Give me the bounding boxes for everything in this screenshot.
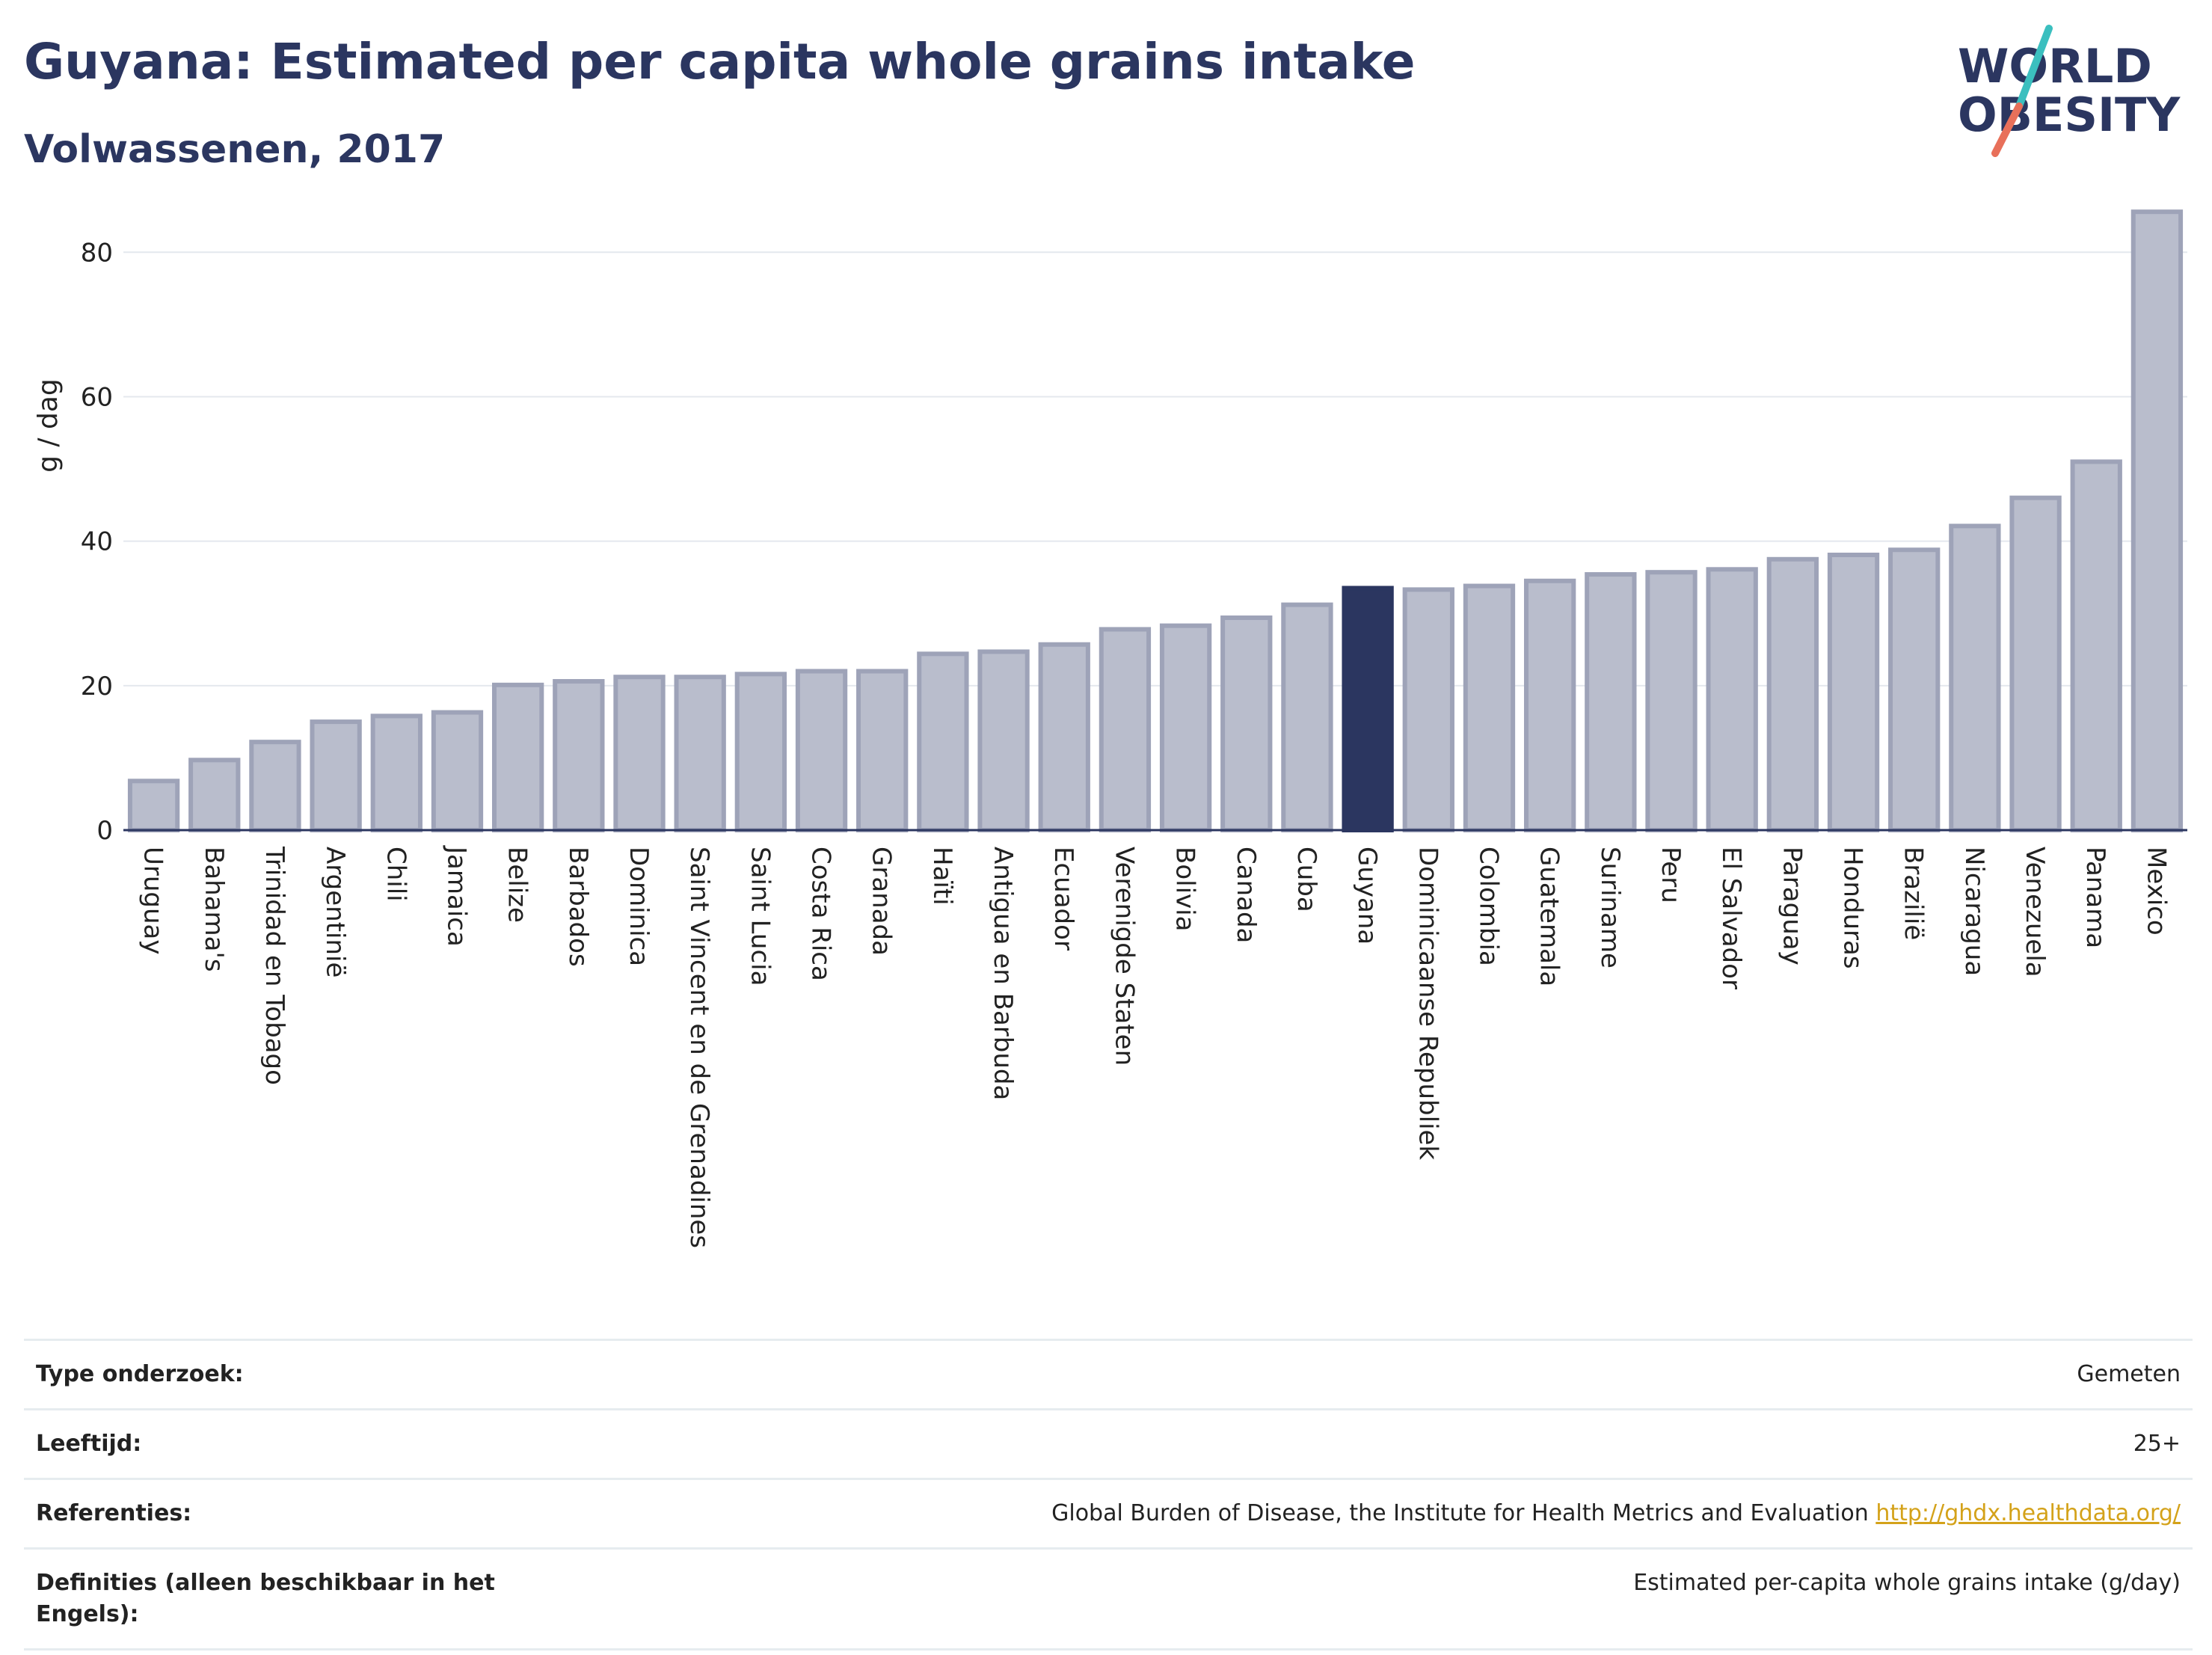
bar-trinidad-en-tobago[interactable] [249,740,301,833]
x-tick-label: Granada [867,847,897,956]
bar-argentini-[interactable] [310,719,362,833]
x-tick-label: Saint Lucia [745,847,775,986]
info-row-age: Leeftijd: 25+ [24,1408,2193,1478]
x-tick-label: Guyana [1352,847,1382,945]
bar-barbados[interactable] [553,679,605,832]
x-tick-label: Dominicaanse Republiek [1413,847,1443,1160]
x-tick-label: Haïti [927,847,957,906]
info-row-type: Type onderzoek: Gemeten [24,1339,2193,1408]
info-value-references: Global Burden of Disease, the Institute … [1051,1498,2181,1529]
x-tick-label: Suriname [1595,847,1625,968]
bar-suriname[interactable] [1585,572,1637,832]
x-tick-label: Guatemala [1534,847,1564,986]
bar-guyana[interactable] [1342,586,1394,833]
x-tick-label: Costa Rica [806,847,836,981]
x-tick-label: Saint Vincent en de Grenadines [684,847,714,1248]
bar-nicaragua[interactable] [1949,523,2001,833]
bar-ha-ti[interactable] [917,651,969,832]
info-table: Type onderzoek: Gemeten Leeftijd: 25+ Re… [24,1339,2193,1651]
bar-paraguay[interactable] [1766,556,1819,833]
bar-saint-vincent-en-de-grenadines[interactable] [674,675,726,833]
info-value-type: Gemeten [2077,1361,2181,1387]
bar-antigua-en-barbuda[interactable] [977,649,1030,833]
bar-panama[interactable] [2070,459,2122,832]
x-tick-label: Honduras [1838,847,1868,969]
x-tick-label: Mexico [2141,847,2171,936]
x-tick-label: El Salvador [1716,847,1746,989]
x-tick-label: Colombia [1473,847,1503,966]
x-tick-label: Cuba [1291,847,1321,912]
y-tick-label: 0 [96,816,113,846]
info-value-age: 25+ [2133,1431,2181,1457]
chart-subtitle: Volwassenen, 2017 [24,127,446,172]
y-axis-label: g / dag [33,378,64,473]
bar-dominica[interactable] [613,675,666,833]
x-tick-label: Chili [381,847,411,902]
logo-text-line1: WORLD [1958,39,2152,93]
x-tick-label: Belize [503,847,532,923]
x-tick-label: Brazilië [1899,847,1929,940]
bar-bahama-s[interactable] [188,758,241,833]
bar-ecuador[interactable] [1038,642,1090,832]
x-tick-label: Bolivia [1170,847,1200,931]
info-label-age: Leeftijd: [36,1431,142,1457]
bar-verenigde-staten[interactable] [1099,627,1152,833]
bar-mexico[interactable] [2130,209,2184,832]
chart-title: Guyana: Estimated per capita whole grain… [24,33,1416,90]
x-tick-label: Uruguay [138,847,168,955]
info-row-references: Referenties: Global Burden of Disease, t… [24,1478,2193,1547]
bar-granada[interactable] [856,669,909,832]
x-tick-label: Bahama's [199,847,229,972]
x-tick-label: Jamaica [441,845,471,947]
bar-honduras[interactable] [1827,552,1880,832]
bar-venezuela[interactable] [2009,495,2062,832]
x-tick-label: Paraguay [1777,847,1807,965]
info-label-references: Referenties: [36,1500,192,1526]
bar-jamaica[interactable] [431,710,484,832]
x-tick-label: Trinidad en Tobago [259,846,289,1085]
world-obesity-logo[interactable]: WORLD OBESITY [1944,22,2199,165]
bar-chart: 0 20 40 60 80 g / dag Uruguay Bahama's Trinidad … [33,209,2187,1248]
x-tick-label: Peru [1656,847,1686,903]
x-tick-label: Canada [1231,847,1261,943]
bar-uruguay[interactable] [127,779,180,833]
logo-slash-coral [1991,102,2023,157]
x-tick-label: Verenigde Staten [1109,847,1139,1066]
logo-slash-teal [2015,25,2053,110]
bar-colombia[interactable] [1463,583,1516,832]
bar-peru[interactable] [1645,570,1698,833]
y-tick-label: 40 [81,527,113,557]
reference-link[interactable]: http://ghdx.healthdata.org/ [1875,1500,2181,1526]
x-tick-label: Venezuela [2020,847,2050,977]
bar-guatemala[interactable] [1523,578,1576,832]
y-tick-label: 20 [81,672,113,701]
x-tick-label: Nicaragua [1959,847,1989,976]
bar-brazili-[interactable] [1888,547,1941,833]
bar-saint-lucia[interactable] [734,672,787,833]
info-label-type: Type onderzoek: [36,1361,244,1387]
x-tick-label: Barbados [563,847,593,967]
logo-text-line2: OBESITY [1958,87,2181,142]
bar-el-salvador[interactable] [1706,567,1758,832]
bar-costa-rica[interactable] [795,669,848,832]
bar-chili[interactable] [370,713,423,832]
info-label-definitions: Definities (alleen beschikbaar in het En… [36,1570,495,1627]
x-tick-label: Antigua en Barbuda [988,847,1018,1100]
bar-bolivia[interactable] [1159,623,1212,832]
info-value-definitions: Estimated per-capita whole grains intake… [1633,1570,2181,1596]
x-tick-label: Dominica [624,847,654,966]
y-tick-label: 80 [81,238,113,268]
reference-text: Global Burden of Disease, the Institute … [1051,1500,1869,1526]
x-tick-label: Ecuador [1048,847,1078,951]
y-tick-label: 60 [81,382,113,412]
bar-belize[interactable] [491,682,544,833]
x-tick-label: Panama [2080,847,2110,948]
x-tick-label: Argentinië [320,847,350,977]
bar-dominicaanse-republiek[interactable] [1402,587,1454,833]
info-row-definitions: Definities (alleen beschikbaar in het En… [24,1547,2193,1651]
bar-cuba[interactable] [1281,602,1333,832]
bar-canada[interactable] [1220,615,1273,832]
